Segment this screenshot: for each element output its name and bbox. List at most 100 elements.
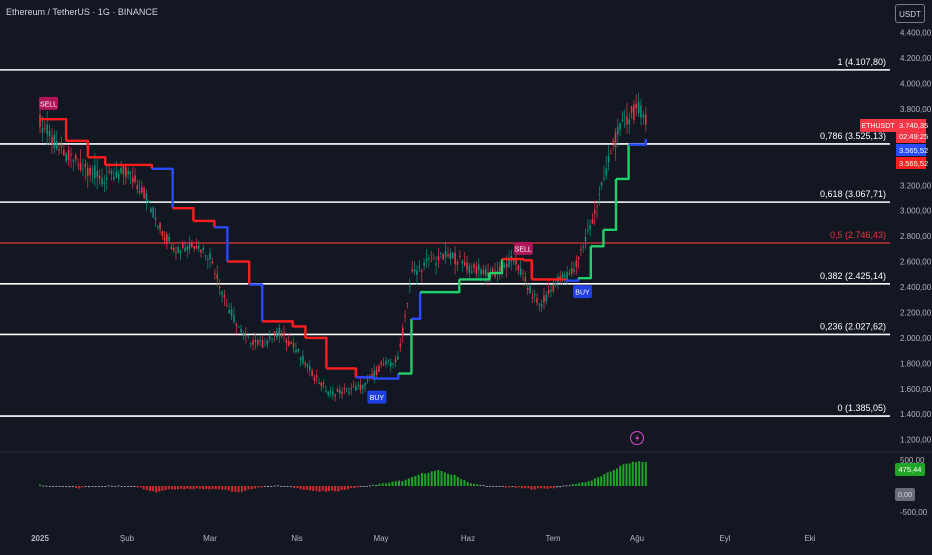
osc-bar: [609, 471, 612, 486]
candle-body: [138, 191, 141, 193]
candle-body: [247, 335, 250, 337]
osc-bar: [130, 486, 133, 487]
candle-body: [397, 356, 399, 360]
candle-body: [600, 181, 603, 186]
osc-bar: [622, 464, 625, 486]
candle-body: [616, 127, 619, 135]
currency-button[interactable]: USDT: [895, 4, 925, 23]
candle-body: [524, 277, 527, 282]
osc-bar: [401, 481, 404, 486]
candle-body: [288, 341, 290, 346]
osc-bar: [508, 486, 511, 488]
osc-bar: [158, 486, 161, 492]
candle-body: [512, 260, 515, 262]
candle-body: [456, 261, 459, 265]
osc-bar: [514, 486, 517, 488]
osc-bar: [334, 486, 337, 492]
signal-badge: [39, 96, 58, 110]
candle-body: [110, 171, 113, 174]
osc-bar: [362, 486, 365, 487]
candle-body: [278, 327, 281, 335]
osc-bar: [186, 486, 189, 489]
signal-text: BUY: [575, 290, 590, 297]
candle-body: [545, 294, 548, 302]
osc-bar: [574, 484, 577, 486]
osc-bar: [39, 484, 41, 486]
candle-body: [43, 127, 46, 129]
candle-body: [320, 382, 323, 387]
candle-body: [564, 275, 566, 277]
osc-bar: [597, 477, 600, 486]
candle-body: [418, 266, 421, 269]
candle-body: [295, 349, 297, 352]
fib-level-label: 0,618 (3.067,71): [820, 189, 886, 199]
osc-bar: [398, 480, 401, 486]
osc-zero-tag: 0,00: [895, 488, 915, 501]
y-tick-label: 1.400,00: [900, 410, 932, 419]
x-tick-label: Ağu: [630, 534, 644, 543]
candle-body: [67, 150, 70, 161]
last-price-tag: ETHUSDT 3.740,35 02:49:25: [860, 119, 928, 143]
candle-body: [508, 258, 510, 267]
candle-body: [72, 159, 75, 162]
candle-body: [172, 248, 175, 251]
trend-segment: [87, 156, 107, 165]
fib-level-label: 0,786 (3.525,13): [820, 131, 886, 141]
candle-body: [41, 128, 44, 133]
candle-body: [228, 309, 230, 314]
candle-body: [366, 379, 369, 381]
osc-bar: [641, 462, 644, 486]
osc-bar: [167, 486, 170, 490]
osc-bar: [612, 470, 615, 486]
candle-body: [46, 124, 48, 135]
osc-bar: [192, 486, 195, 490]
candle-body: [341, 391, 343, 394]
osc-bar: [378, 483, 381, 486]
candle-body: [103, 182, 106, 184]
osc-bar: [48, 486, 51, 487]
y-tick-label: 3.800,00: [900, 105, 932, 114]
fib-level-label: 0,5 (2.746,43): [830, 230, 886, 240]
osc-bar: [565, 485, 568, 487]
candle-body: [515, 257, 517, 265]
candle-body: [345, 387, 348, 389]
candle-body: [221, 291, 223, 296]
osc-bar: [460, 479, 463, 486]
trend-segment: [628, 138, 647, 146]
osc-bar: [372, 484, 375, 486]
osc-bar: [214, 486, 217, 490]
candle-body: [77, 164, 79, 166]
candle-body: [584, 237, 587, 242]
symbol-tag-bg: [860, 119, 896, 132]
candle-body: [637, 102, 640, 113]
osc-bar: [133, 486, 136, 487]
osc-bar: [463, 480, 466, 486]
osc-value-text: 475,44: [899, 465, 922, 474]
osc-bar: [498, 486, 501, 487]
osc-bar: [587, 481, 590, 486]
fib-level-label: 0 (1.385,05): [837, 403, 886, 413]
y-tick-label: 2.800,00: [900, 232, 932, 241]
osc-bar: [417, 474, 420, 486]
osc-bar: [540, 486, 543, 489]
y-tick-label: 3.200,00: [900, 181, 932, 190]
osc-bar: [198, 486, 201, 489]
osc-bar: [164, 486, 167, 491]
candle-body: [254, 339, 257, 342]
candle-body: [378, 365, 380, 372]
trend-segment: [105, 163, 154, 169]
candle-body: [577, 257, 580, 259]
trend-segment: [193, 219, 216, 228]
candle-body: [127, 171, 129, 175]
candle-body: [628, 119, 631, 125]
osc-bar: [424, 473, 427, 486]
candle-body: [470, 271, 473, 273]
candle-body: [550, 290, 552, 292]
trend-segment: [502, 257, 525, 261]
osc-bar: [149, 486, 152, 492]
osc-bar: [221, 486, 224, 490]
candle-body: [134, 175, 136, 182]
osc-bar: [189, 486, 192, 490]
